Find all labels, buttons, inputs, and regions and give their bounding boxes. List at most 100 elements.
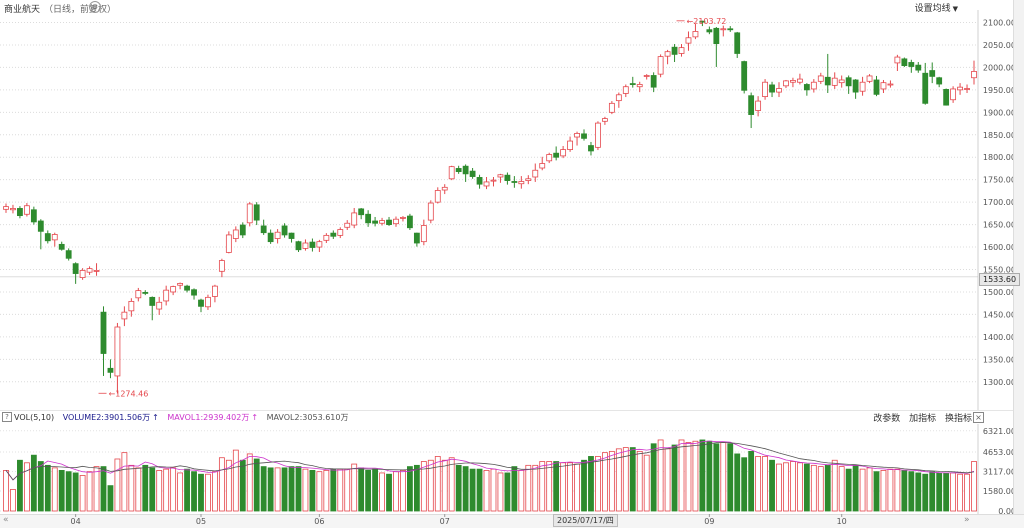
candle-body bbox=[859, 81, 866, 92]
volume-bar bbox=[748, 450, 755, 512]
close-icon[interactable]: × bbox=[973, 412, 984, 423]
volume-bar bbox=[713, 443, 720, 512]
price-tick-label: 1950.00 bbox=[983, 86, 1016, 95]
candle-body bbox=[504, 174, 511, 181]
volume-bar bbox=[880, 470, 887, 512]
candle-body bbox=[462, 165, 469, 175]
volume-bar bbox=[351, 463, 358, 512]
volume-bar bbox=[838, 466, 845, 512]
candle bbox=[608, 101, 615, 115]
time-tick-label: 09 bbox=[704, 517, 714, 526]
volume-bar bbox=[567, 462, 573, 512]
candle-body bbox=[44, 233, 51, 242]
volume-bar bbox=[302, 468, 309, 512]
instrument-name: 商业航天 bbox=[4, 5, 41, 15]
time-axis-bar bbox=[0, 514, 1024, 528]
candle-body bbox=[769, 84, 775, 93]
volume-bar bbox=[762, 456, 768, 512]
volume-bar bbox=[783, 462, 789, 512]
candle bbox=[351, 207, 358, 229]
scrollbar[interactable] bbox=[1013, 0, 1024, 527]
candle-body bbox=[253, 204, 260, 221]
candle-body bbox=[901, 58, 908, 67]
candle-body bbox=[776, 88, 782, 93]
candle-body bbox=[678, 47, 685, 54]
price-extreme-annotation: ←2103.72 bbox=[676, 17, 726, 26]
candle-body bbox=[413, 232, 420, 244]
volume-bar bbox=[441, 459, 448, 512]
volume-bar bbox=[413, 464, 420, 512]
volume-value: VOLUME2:3901.506万 bbox=[62, 413, 151, 422]
volume-bar bbox=[58, 470, 65, 512]
candle-body bbox=[615, 94, 622, 102]
candle bbox=[901, 57, 908, 67]
volume-bar bbox=[511, 466, 518, 512]
scroll-left-icon[interactable]: « bbox=[3, 515, 9, 525]
volume-bar bbox=[170, 467, 177, 512]
add-indicator-button[interactable]: 加指标 bbox=[909, 414, 937, 424]
candle-body bbox=[790, 80, 796, 83]
mavol1-line bbox=[5, 440, 975, 481]
volume-bar bbox=[929, 471, 936, 512]
volume-bar bbox=[574, 463, 580, 512]
candle bbox=[734, 31, 741, 58]
candle bbox=[678, 44, 685, 57]
candle bbox=[490, 176, 497, 187]
volume-bar bbox=[845, 468, 852, 512]
candle bbox=[595, 121, 601, 151]
gear-icon[interactable]: ⚙ bbox=[89, 1, 101, 13]
candle bbox=[358, 207, 365, 220]
candle-body bbox=[796, 78, 803, 83]
candle bbox=[260, 219, 267, 235]
candle bbox=[915, 62, 922, 73]
volume-bar bbox=[852, 464, 859, 512]
price-tick-label: 1600.00 bbox=[983, 243, 1016, 252]
candle-body bbox=[455, 168, 462, 173]
candle-body bbox=[441, 186, 448, 191]
candle-body bbox=[184, 285, 190, 291]
price-tick-label: 2050.00 bbox=[983, 41, 1016, 50]
candle bbox=[212, 284, 218, 303]
candle bbox=[65, 248, 72, 261]
candle bbox=[330, 230, 337, 239]
candle bbox=[838, 75, 845, 88]
volume-bar bbox=[887, 468, 894, 512]
volume-bar bbox=[225, 459, 232, 512]
annotation-label: ←1274.46 bbox=[109, 389, 149, 398]
price-tick-label: 1550.00 bbox=[983, 266, 1016, 275]
help-icon[interactable]: ? bbox=[2, 412, 12, 422]
candle-body bbox=[650, 75, 657, 88]
price-chart[interactable]: 2100.00 2050.00 2000.00 1950.00 1900.00 1850.… bbox=[0, 10, 1024, 410]
candle bbox=[852, 79, 859, 99]
ma-settings-button[interactable]: 设置均线 ▼ bbox=[915, 1, 958, 14]
scroll-right-icon[interactable]: » bbox=[964, 515, 970, 525]
change-indicator-button[interactable]: 换指标 bbox=[944, 414, 972, 424]
candle-body bbox=[636, 84, 643, 88]
candle bbox=[170, 285, 177, 296]
candle bbox=[142, 290, 149, 296]
candle-body bbox=[915, 64, 922, 71]
candle-body bbox=[734, 32, 741, 54]
candle bbox=[706, 26, 713, 35]
candle bbox=[267, 229, 274, 244]
volume-chart[interactable]: 6321.00 4653.00 3117.00 1580.00 0.00 bbox=[0, 424, 1024, 514]
price-tick-label: 1500.00 bbox=[983, 288, 1016, 297]
candle bbox=[713, 26, 720, 67]
volume-bar bbox=[560, 462, 567, 512]
volume-bar bbox=[420, 461, 427, 512]
candle bbox=[790, 77, 796, 88]
volume-legend: VOL(5,10) VOLUME2:3901.506万 ↑ MAVOL1:2939… bbox=[14, 412, 354, 423]
price-tick-label: 2000.00 bbox=[983, 63, 1016, 72]
volume-bar bbox=[372, 468, 379, 512]
volume-bar bbox=[239, 459, 246, 512]
candle bbox=[177, 282, 184, 290]
edit-params-button[interactable]: 改参数 bbox=[873, 414, 901, 424]
candle bbox=[413, 232, 420, 247]
volume-bar bbox=[957, 473, 963, 512]
volume-bar bbox=[93, 466, 100, 512]
candle-body bbox=[3, 206, 9, 210]
volume-bar bbox=[790, 461, 796, 512]
candle bbox=[803, 83, 810, 96]
volume-bar bbox=[198, 473, 204, 512]
candle bbox=[769, 81, 775, 98]
